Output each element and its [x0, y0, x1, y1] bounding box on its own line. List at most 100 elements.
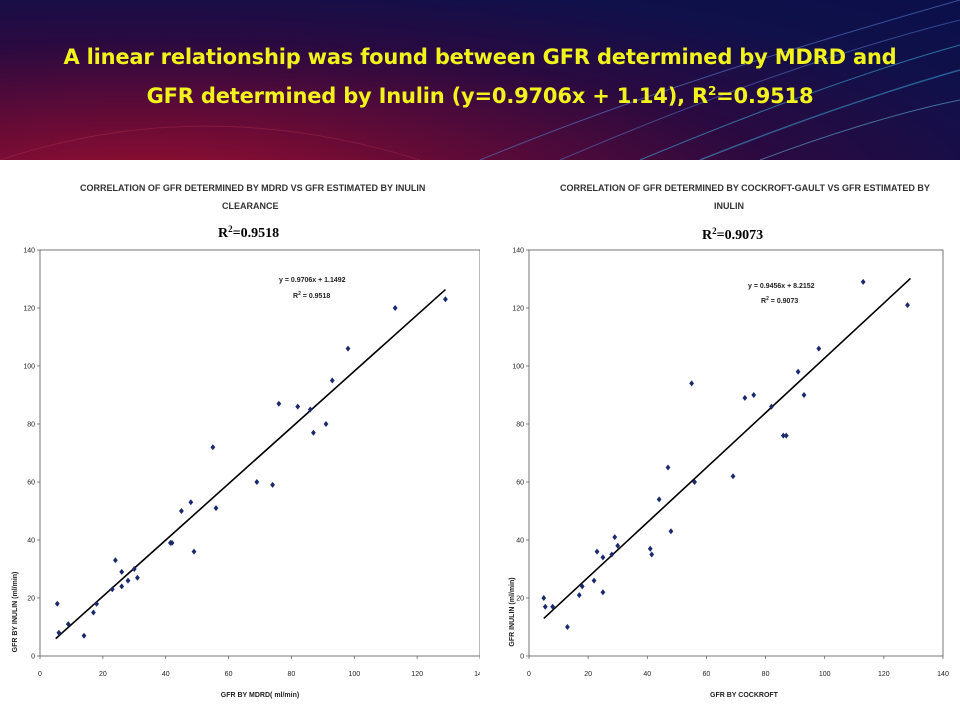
- chart-cockroft-data-point: [609, 551, 615, 558]
- chart-mdrd-x-tick-label: 60: [225, 671, 233, 678]
- chart-mdrd-data-point: [81, 632, 87, 639]
- chart-cockroft-x-tick-label: 120: [878, 671, 890, 678]
- chart-cockroft-data-point: [600, 589, 606, 596]
- chart-cockroft-data-point: [780, 432, 786, 439]
- chart-cockroft-data-point: [591, 577, 597, 584]
- chart-mdrd-title-line2: CLEARANCE: [222, 201, 279, 211]
- chart-mdrd-x-axis-label: GFR BY MDRD( ml/min): [221, 692, 299, 699]
- chart-mdrd-x-tick-label: 0: [38, 671, 42, 678]
- chart-mdrd-data-point: [213, 505, 219, 512]
- chart-mdrd-equation-sup: 2: [298, 291, 301, 297]
- chart-cockroft: CORRELATION OF GFR DETERMINED BY COCKROF…: [480, 160, 960, 720]
- chart-cockroft-data-point: [550, 603, 556, 610]
- chart-cockroft-data-point: [769, 403, 774, 410]
- chart-cockroft-data-point: [600, 554, 606, 561]
- slide-title-line2-text: GFR determined by Inulin (y=0.9706x + 1.…: [146, 84, 709, 108]
- chart-cockroft-x-axis-label: GFR BY COCKROFT: [710, 692, 779, 699]
- chart-mdrd-y-tick-label: 40: [27, 538, 35, 545]
- chart-mdrd-y-tick-label: 20: [27, 596, 35, 603]
- chart-cockroft-y-tick-label: 120: [512, 306, 524, 313]
- chart-cockroft-data-point: [649, 551, 655, 558]
- chart-mdrd-data-point: [109, 586, 115, 593]
- chart-cockroft-x-tick-label: 80: [762, 671, 770, 678]
- chart-mdrd-x-tick-label: 140: [474, 671, 480, 678]
- chart-cockroft-x-tick-label: 0: [527, 671, 531, 678]
- chart-cockroft-r2-value: =0.9073: [717, 228, 763, 243]
- chart-mdrd-data-point: [191, 548, 197, 555]
- chart-mdrd-r2-label: R2=0.9518: [218, 224, 279, 241]
- chart-cockroft-data-point: [742, 394, 748, 401]
- chart-mdrd-r2-sup: 2: [228, 224, 233, 234]
- chart-cockroft-y-tick-label: 80: [516, 422, 524, 429]
- chart-cockroft-equation: y = 0.9456x + 8.2152: [748, 283, 815, 290]
- chart-mdrd-data-point: [119, 583, 125, 590]
- chart-mdrd-data-point: [179, 508, 184, 514]
- chart-cockroft-plot-border: [528, 249, 944, 657]
- chart-cockroft-data-point: [668, 528, 674, 535]
- chart-mdrd-x-tick-label: 120: [411, 671, 423, 678]
- chart-cockroft-data-point: [689, 380, 695, 387]
- chart-cockroft-equation-r: R: [761, 298, 766, 305]
- chart-cockroft-data-point: [783, 432, 789, 439]
- chart-mdrd-plot: 0 20 40 60 80 100 120 140 0 20 40 60 80 100 120 140: [23, 248, 480, 678]
- header-swoosh-decoration: [0, 0, 960, 160]
- chart-mdrd-data-point: [295, 403, 301, 410]
- chart-mdrd-data-point: [276, 400, 282, 407]
- slide-title-r2-value: =0.9518: [716, 84, 814, 108]
- chart-cockroft-data-point: [579, 583, 585, 590]
- chart-mdrd-data-point: [270, 481, 275, 488]
- chart-mdrd-data-point: [329, 377, 335, 384]
- chart-cockroft-title-line1: CORRELATION OF GFR DETERMINED BY COCKROF…: [560, 183, 930, 193]
- chart-mdrd-data-point: [392, 305, 398, 311]
- chart-mdrd-data-point: [307, 406, 313, 413]
- chart-cockroft-y-axis-label: GFR INULIN (ml/min): [509, 577, 516, 646]
- chart-mdrd-data-point: [56, 629, 62, 636]
- chart-cockroft-data-point: [565, 624, 570, 630]
- chart-cockroft-y-tick-label: 100: [512, 364, 524, 371]
- chart-mdrd-x-tick-label: 100: [348, 671, 360, 678]
- chart-mdrd-data-point: [169, 539, 175, 546]
- chart-mdrd-title-line1: CORRELATION OF GFR DETERMINED BY MDRD VS…: [80, 183, 425, 193]
- chart-mdrd-y-tick-label: 140: [23, 248, 35, 255]
- chart-cockroft-trendline: [543, 277, 912, 620]
- chart-mdrd-data-point: [210, 444, 216, 451]
- chart-cockroft-y-tick-label: 60: [516, 480, 524, 487]
- chart-cockroft-x-tick-label: 20: [584, 671, 592, 678]
- chart-cockroft-r2-sup: 2: [712, 226, 717, 236]
- chart-mdrd-data-point: [188, 499, 194, 506]
- chart-cockroft-title-line2: INULIN: [714, 201, 744, 211]
- chart-cockroft-svg: CORRELATION OF GFR DETERMINED BY COCKROF…: [509, 183, 949, 699]
- slide-title: A linear relationship was found between …: [0, 40, 960, 113]
- chart-cockroft-data-point: [576, 592, 582, 599]
- chart-cockroft-x-tick-label: 140: [937, 671, 949, 678]
- chart-mdrd-r2-r: R: [218, 226, 229, 241]
- chart-cockroft-data-point: [795, 368, 801, 375]
- chart-mdrd-data-point: [65, 621, 71, 628]
- chart-mdrd-data-point: [91, 609, 96, 616]
- chart-mdrd-equation: y = 0.9706x + 1.1492: [279, 277, 346, 284]
- chart-cockroft-data-point: [541, 595, 547, 601]
- chart-cockroft-r2-label: R2=0.9073: [702, 226, 763, 243]
- chart-cockroft-data-point: [656, 496, 662, 503]
- chart-mdrd-y-axis-label: GFR BY INULIN (ml/min): [12, 572, 19, 653]
- chart-mdrd-equation-r2-value: = 0.9518: [301, 293, 330, 300]
- chart-mdrd-data-point: [54, 600, 60, 607]
- slide-title-line2: GFR determined by Inulin (y=0.9706x + 1.…: [0, 74, 960, 113]
- chart-mdrd-equation-r: R: [293, 293, 298, 300]
- chart-mdrd-y-tick-label: 120: [23, 306, 35, 313]
- chart-mdrd-data-point: [254, 479, 260, 485]
- chart-mdrd-plot-border: [39, 249, 480, 657]
- chart-cockroft-data-point: [665, 464, 671, 471]
- chart-mdrd-svg: CORRELATION OF GFR DETERMINED BY MDRD VS…: [12, 183, 480, 699]
- chart-mdrd-data-point: [443, 296, 448, 303]
- chart-cockroft-equation-sup: 2: [766, 296, 769, 302]
- chart-cockroft-data-point: [905, 302, 910, 309]
- chart-mdrd-y-tick-label: 100: [23, 364, 35, 371]
- chart-mdrd-data-point: [94, 600, 99, 607]
- slide-title-superscript: 2: [707, 84, 717, 98]
- chart-cockroft-data-point: [594, 548, 600, 555]
- chart-cockroft-data-point: [692, 479, 697, 485]
- chart-mdrd-data-point: [131, 566, 137, 572]
- chart-mdrd: CORRELATION OF GFR DETERMINED BY MDRD VS…: [0, 160, 480, 720]
- chart-mdrd-y-tick-label: 80: [27, 422, 35, 429]
